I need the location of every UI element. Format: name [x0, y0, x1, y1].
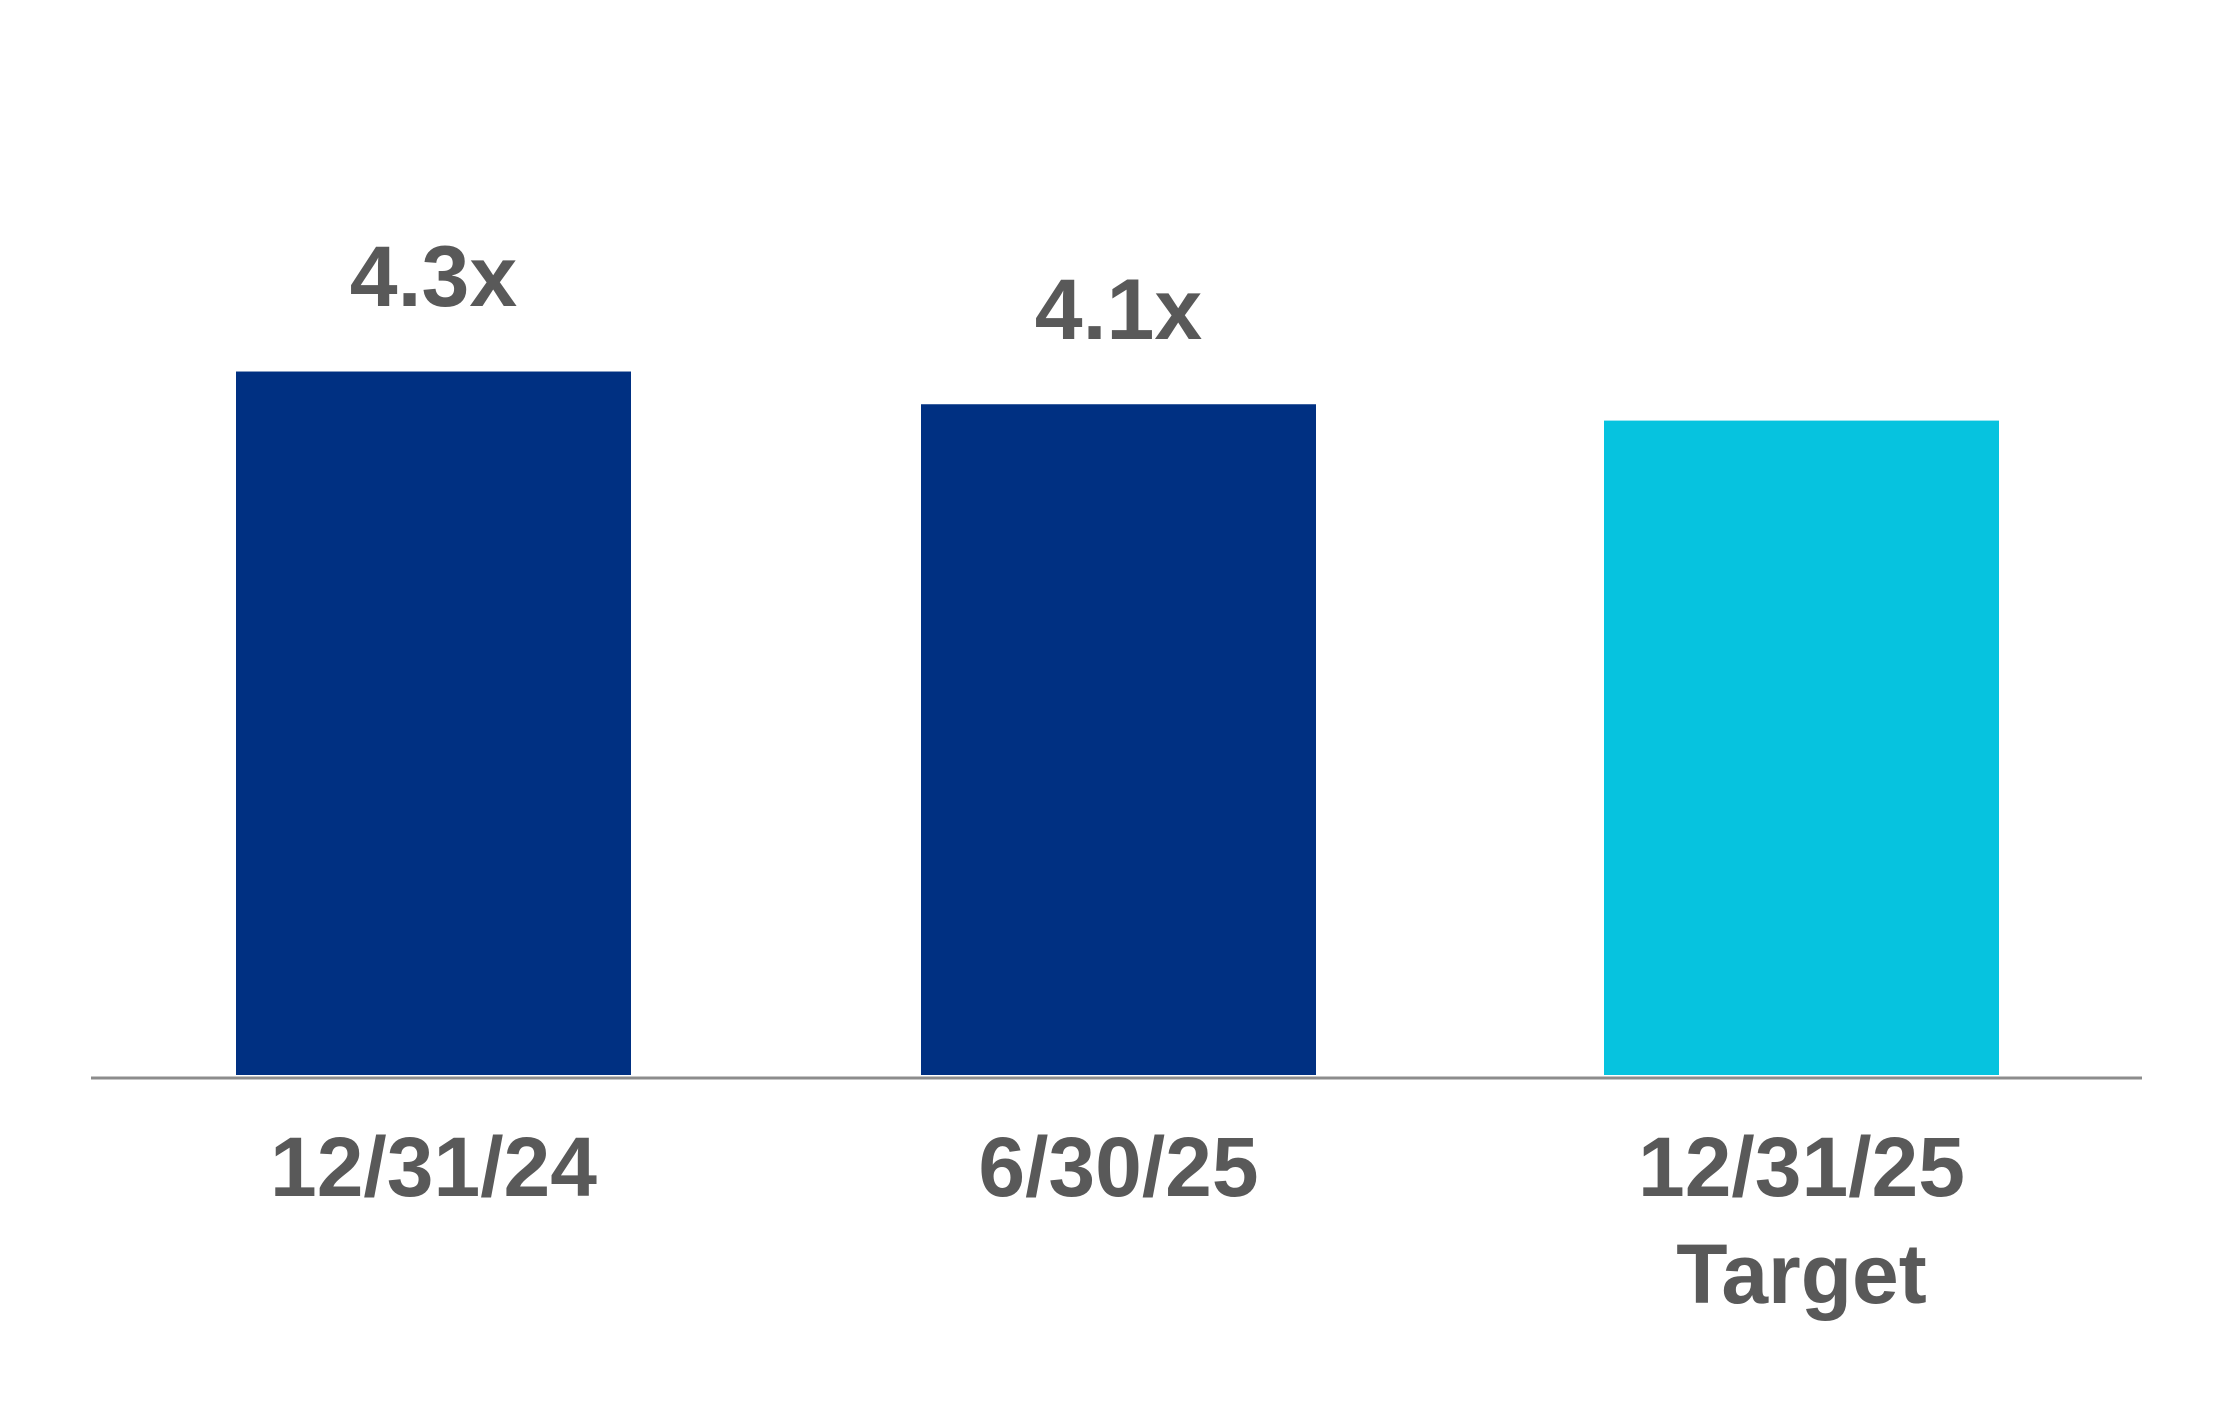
x-tick-label: 12/31/24	[270, 1120, 597, 1214]
x-tick-label: 12/31/25	[1638, 1120, 1965, 1214]
bar	[921, 404, 1316, 1075]
value-label: 4.1x	[1035, 262, 1203, 358]
bar	[1604, 420, 1999, 1076]
x-tick-label: Target	[1676, 1227, 1926, 1321]
value-label: 4.3x	[350, 229, 518, 325]
x-tick-label: 6/30/25	[978, 1120, 1258, 1214]
bar	[236, 371, 631, 1075]
